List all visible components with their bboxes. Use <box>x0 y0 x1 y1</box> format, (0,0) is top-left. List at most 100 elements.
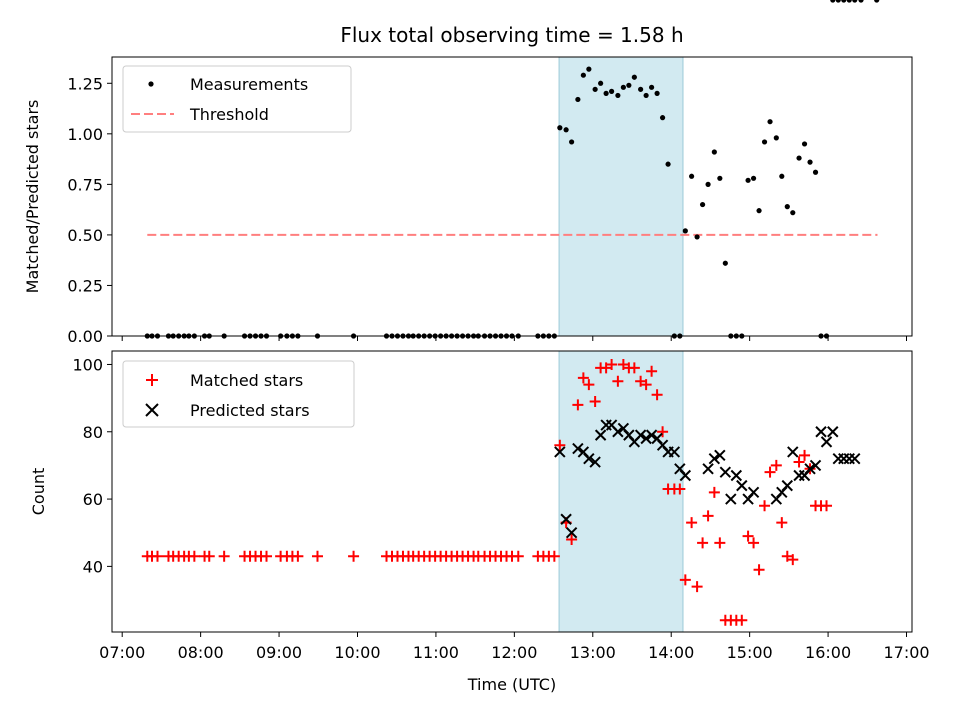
legend-measurements-label: Measurements <box>190 75 308 94</box>
matched-star-point <box>577 372 589 384</box>
measurement-point <box>835 0 841 3</box>
predicted-star-point <box>849 452 861 465</box>
predicted-star-point <box>747 486 760 499</box>
measurement-point <box>767 119 773 125</box>
top-y-tick-label: 0.75 <box>67 175 103 194</box>
top-legend-box <box>122 65 352 133</box>
measurement-point <box>638 86 644 92</box>
matched-star-point <box>697 537 709 549</box>
matched-star-point <box>674 483 686 495</box>
measurement-point <box>750 175 757 181</box>
predicted-star-point <box>787 446 799 458</box>
measurement-point <box>745 177 751 183</box>
matched-star-point <box>691 581 703 593</box>
matched-star-point <box>566 533 578 545</box>
top-panel: 0.00 0.25 0.50 0.75 1.00 1.25 Matched/Predict… <box>23 0 913 346</box>
matched-star-point <box>188 550 200 562</box>
x-tick-label: 12:00 <box>491 643 537 662</box>
matched-star-point <box>348 550 360 562</box>
top-shaded-span <box>558 56 684 337</box>
top-y-tick-label: 0.25 <box>67 276 103 295</box>
top-y-tick-label: 0.00 <box>67 327 103 346</box>
x-tick-label: 15:00 <box>727 643 773 662</box>
matched-star-point <box>512 550 524 562</box>
chart-title: Flux total observing time = 1.58 h <box>340 23 683 47</box>
predicted-star-point <box>730 469 743 482</box>
matched-star-point <box>736 614 748 626</box>
matched-star-point <box>759 500 771 512</box>
measurement-points <box>144 0 880 339</box>
predicted-star-point <box>820 436 833 448</box>
measurement-point <box>705 181 711 187</box>
predicted-star-point <box>804 463 816 475</box>
predicted-star-point <box>645 429 658 441</box>
measurement-point <box>858 0 864 3</box>
predicted-star-point <box>554 446 566 458</box>
measurement-point <box>807 159 813 165</box>
legend-predicted-marker <box>145 403 159 417</box>
matched-star-point <box>311 550 323 562</box>
x-tick-label: 17:00 <box>883 643 929 662</box>
matched-star-point <box>764 466 776 478</box>
measurement-point <box>801 141 808 147</box>
matched-star-point <box>606 358 618 370</box>
predicted-star-point <box>634 429 647 441</box>
matched-star-point <box>554 439 566 451</box>
matched-star-point <box>821 500 833 512</box>
matched-star-point <box>742 530 754 542</box>
x-tick-label: 16:00 <box>805 643 851 662</box>
x-tick-label: 08:00 <box>178 643 224 662</box>
measurement-point <box>796 155 802 161</box>
predicted-star-point <box>612 426 624 438</box>
matched-star-point <box>714 537 726 549</box>
matched-star-point <box>702 510 714 522</box>
bottom-shaded-span <box>558 350 684 633</box>
top-axes-frame <box>111 56 913 337</box>
measurement-point <box>665 161 671 167</box>
bottom-y-tick-label: 100 <box>72 355 103 374</box>
top-y-tick-label: 0.50 <box>67 226 103 245</box>
measurement-point <box>722 260 728 266</box>
predicted-star-point <box>589 456 601 468</box>
bottom-y-tick-label: 40 <box>83 557 103 576</box>
measurement-point <box>852 0 858 3</box>
matched-star-point <box>548 550 560 562</box>
matched-star-point <box>628 362 640 374</box>
measurement-point <box>689 173 695 179</box>
matched-star-point <box>218 550 230 562</box>
measurement-point <box>846 0 852 3</box>
predicted-star-point <box>781 479 794 492</box>
x-tick-label: 09:00 <box>256 643 302 662</box>
predicted-star-point <box>815 426 827 438</box>
legend-predicted-label: Predicted stars <box>190 401 310 420</box>
top-y-tick-label: 1.00 <box>67 125 103 144</box>
measurement-point <box>615 92 621 99</box>
matched-star-point <box>799 449 811 461</box>
x-tick-label: 10:00 <box>334 643 380 662</box>
measurement-point <box>654 90 660 96</box>
matched-star-point <box>640 379 652 391</box>
predicted-star-point <box>809 459 822 472</box>
matched-stars-points <box>142 358 833 626</box>
predicted-star-point <box>714 449 726 462</box>
predicted-star-point <box>708 452 721 465</box>
bottom-y-tick-label: 80 <box>83 423 103 442</box>
predicted-star-point <box>565 527 578 539</box>
matched-star-point <box>686 517 698 529</box>
predicted-star-point <box>594 429 607 441</box>
predicted-star-point <box>560 513 572 525</box>
bottom-legend: Matched stars Predicted stars <box>122 360 355 428</box>
predicted-star-point <box>583 452 595 465</box>
measurement-point <box>779 173 785 179</box>
matched-star-point <box>748 537 760 549</box>
measurement-point <box>620 84 626 90</box>
predicted-star-point <box>702 463 714 475</box>
measurement-point <box>761 139 768 145</box>
measurement-point <box>563 127 569 133</box>
legend-matched-label: Matched stars <box>190 371 303 390</box>
matched-star-point <box>793 456 805 468</box>
measurement-point <box>874 0 880 3</box>
matched-star-point <box>651 389 663 401</box>
measurement-point <box>557 125 563 131</box>
x-axis-label: Time (UTC) <box>467 675 556 694</box>
